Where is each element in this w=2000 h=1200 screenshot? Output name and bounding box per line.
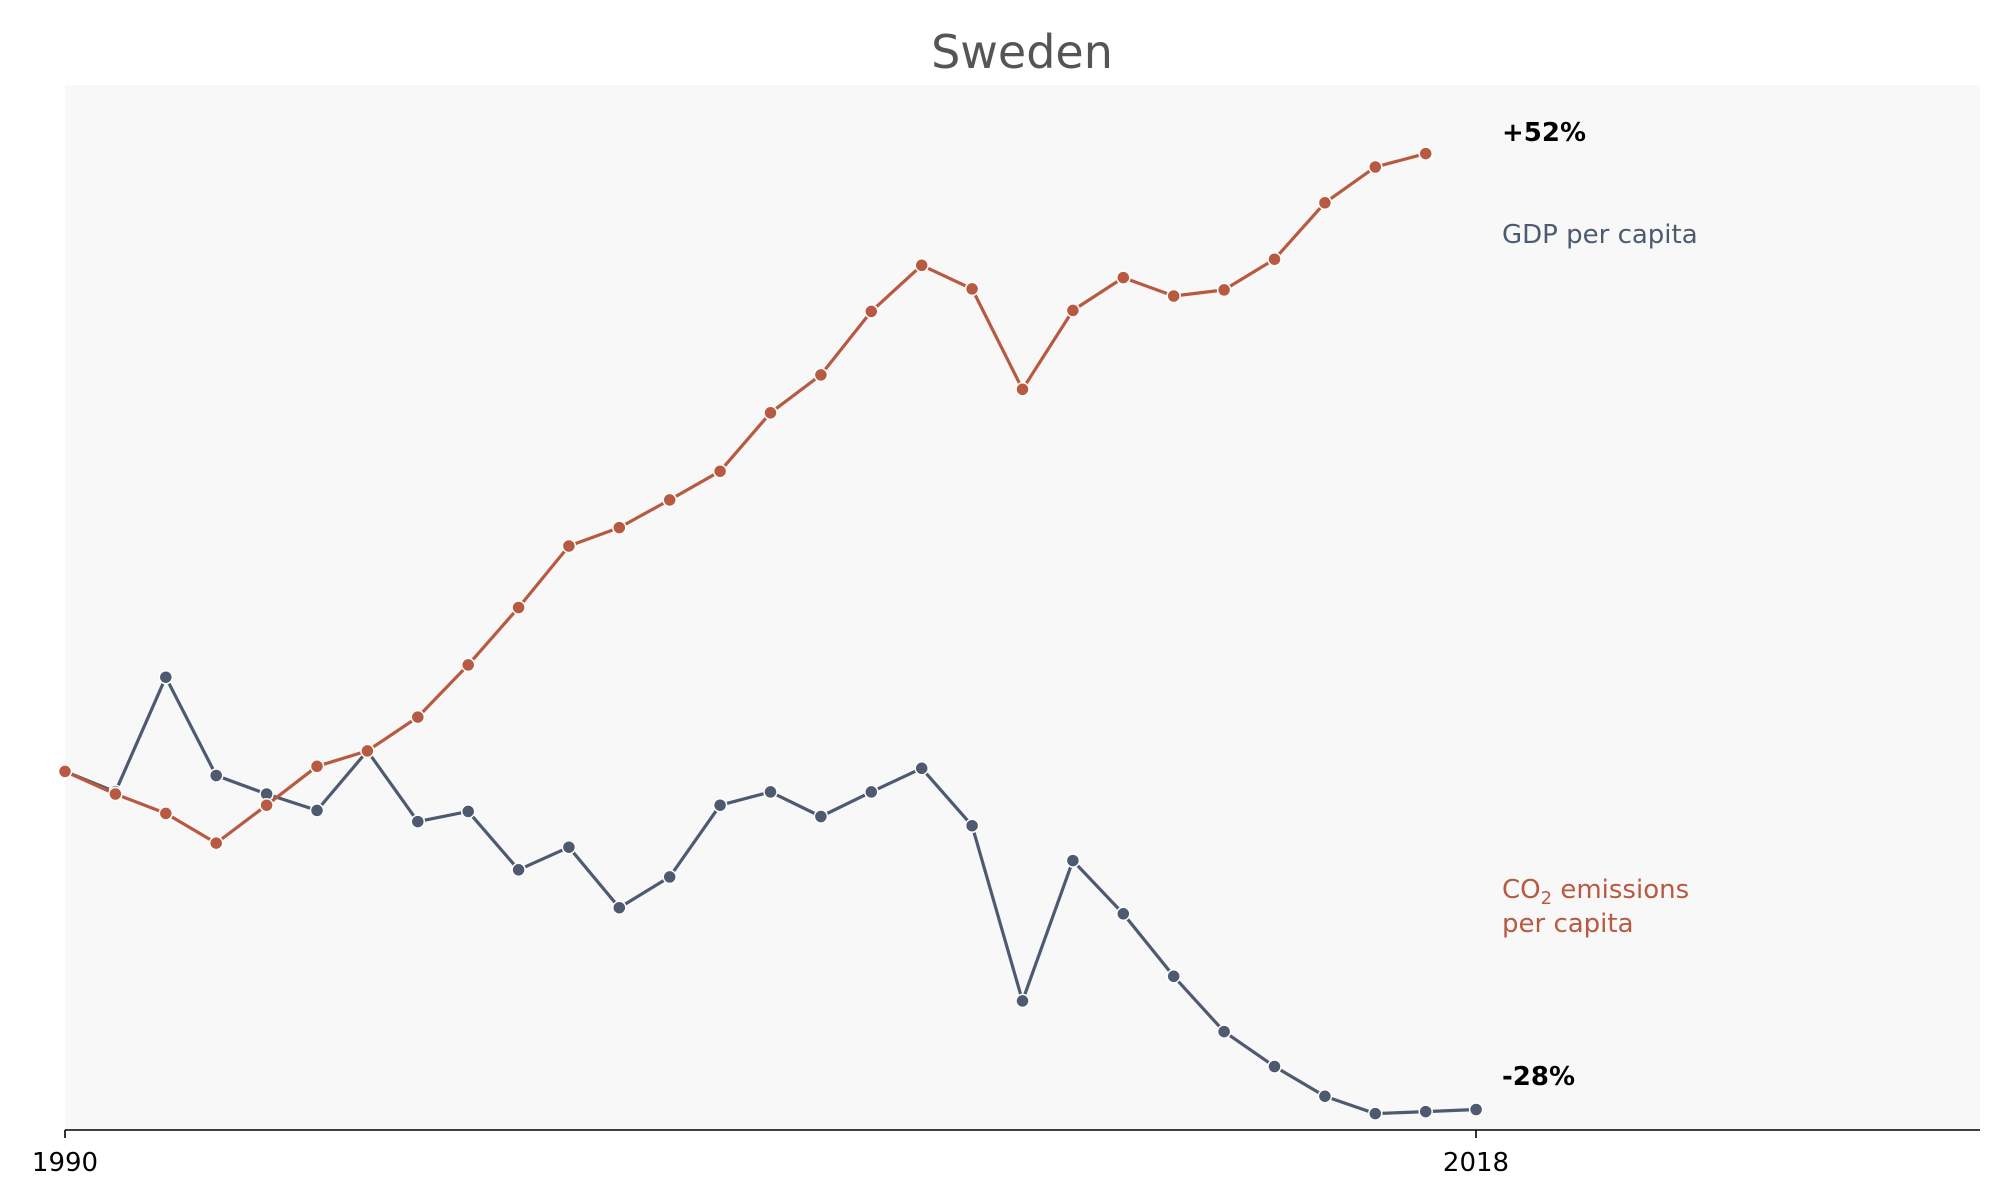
co2-point-2009 — [1015, 993, 1030, 1009]
gdp-point-1991 — [108, 786, 123, 802]
gdp-point-1999 — [511, 600, 526, 615]
co2-point-1999 — [511, 862, 526, 878]
co2-point-2012 — [1166, 969, 1181, 984]
gdp-point-1990 — [57, 764, 73, 779]
co2-point-1995 — [309, 803, 325, 818]
co2-point-2003 — [712, 797, 728, 813]
gdp-point-2017 — [1418, 146, 1433, 161]
co2-point-2010 — [1065, 853, 1081, 868]
co2-point-1997 — [410, 814, 426, 829]
co2-point-2008 — [964, 818, 980, 833]
gdp-point-2004 — [763, 405, 778, 421]
co2-point-2017 — [1418, 1104, 1433, 1119]
gdp-point-1997 — [410, 709, 426, 725]
gdp-point-1993 — [208, 835, 224, 851]
gdp-point-2011 — [1116, 270, 1131, 285]
gdp-point-1995 — [309, 759, 325, 774]
co2-point-2014 — [1267, 1059, 1282, 1074]
chart-title: Sweden — [931, 25, 1113, 79]
co2-point-2013 — [1216, 1024, 1232, 1039]
co2-point-1993 — [208, 768, 224, 783]
co2-series-label-line2: per capita — [1502, 909, 1634, 939]
co2-label-main: CO — [1502, 875, 1541, 905]
x-tick-label-1990: 1990 — [32, 1148, 98, 1178]
gdp-point-2015 — [1317, 195, 1333, 211]
plot-background — [65, 85, 1980, 1130]
co2-point-2001 — [612, 900, 627, 915]
gdp-point-2009 — [1015, 382, 1030, 397]
co2-point-2000 — [561, 839, 577, 855]
co2-point-1992 — [158, 669, 174, 685]
co2-point-2011 — [1116, 906, 1131, 922]
co2-label-rest: emissions — [1552, 875, 1689, 905]
co2-point-2002 — [662, 869, 677, 885]
x-tick-label-2018: 2018 — [1443, 1148, 1509, 1178]
gdp-point-2003 — [712, 463, 728, 479]
co2-point-2004 — [763, 784, 778, 800]
co2-point-1998 — [460, 804, 476, 819]
gdp-series-label: GDP per capita — [1502, 220, 1698, 250]
co2-point-2015 — [1317, 1088, 1333, 1104]
co2-change-label: -28% — [1502, 1062, 1575, 1092]
gdp-point-2010 — [1065, 303, 1081, 318]
co2-point-2007 — [914, 761, 929, 776]
co2-point-2016 — [1368, 1106, 1383, 1121]
gdp-series-line — [64, 152, 1427, 845]
gdp-point-2006 — [864, 304, 879, 319]
co2-label-subscript: 2 — [1541, 888, 1552, 909]
gdp-point-2008 — [964, 281, 980, 297]
co2-series-label: CO2 emissions — [1502, 875, 1689, 909]
gdp-point-2013 — [1216, 282, 1232, 298]
gdp-point-2002 — [662, 492, 677, 508]
gdp-change-label: +52% — [1502, 118, 1586, 148]
series-layer — [57, 146, 1484, 1121]
gdp-point-2016 — [1368, 159, 1383, 175]
gdp-point-2001 — [612, 520, 627, 535]
gdp-point-1992 — [158, 806, 174, 821]
gdp-point-1994 — [259, 797, 274, 813]
gdp-point-2005 — [813, 367, 829, 383]
gdp-point-2000 — [561, 538, 577, 554]
gdp-point-2012 — [1166, 288, 1181, 304]
co2-point-2005 — [813, 809, 829, 824]
co2-point-2018 — [1468, 1102, 1484, 1117]
co2-point-2006 — [864, 784, 879, 800]
gdp-point-1996 — [360, 743, 375, 759]
gdp-point-1998 — [460, 657, 476, 673]
gdp-point-2007 — [914, 258, 929, 273]
gdp-point-2014 — [1267, 251, 1282, 267]
